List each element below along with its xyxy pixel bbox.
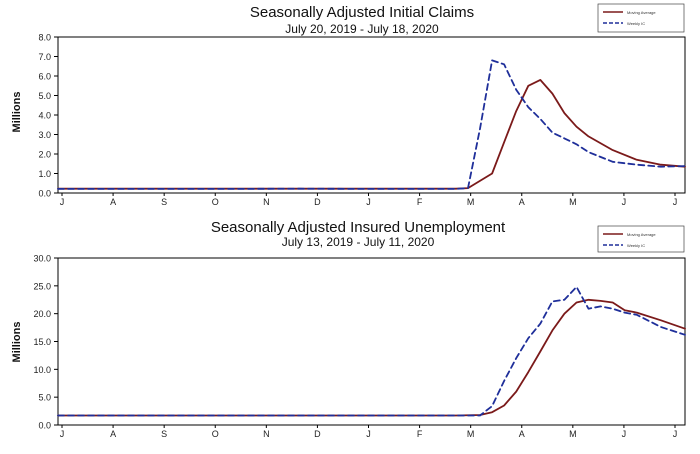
chart1-ytick-label: 8.0 [38, 33, 51, 43]
chart2-ytick-label: 10.0 [33, 365, 51, 375]
chart1-legend: Moving Average Weekly IC [597, 3, 685, 33]
chart1-ytick-label: 0.0 [38, 189, 51, 199]
chart1-series-moving-average [57, 79, 686, 190]
chart1-xtick-label: J [673, 197, 678, 207]
chart2-legend-label-ma: Moving Average [627, 232, 656, 237]
chart1-ytick-label: 6.0 [38, 72, 51, 82]
chart1-xtick-label: M [467, 197, 475, 207]
chart2-xtick-label: A [110, 429, 116, 439]
chart2-legend-label-weekly: Weekly IC [627, 243, 645, 248]
chart2-xtick-label: M [569, 429, 577, 439]
chart1-xtick-label: F [417, 197, 423, 207]
chart2-xtick-label: J [673, 429, 678, 439]
chart-initial-claims: Seasonally Adjusted Initial Claims July … [11, 3, 686, 207]
chart1-ytick-label: 7.0 [38, 52, 51, 62]
chart1-ytick-label: 1.0 [38, 169, 51, 179]
chart1-xtick-label: J [622, 197, 627, 207]
chart1-subtitle: July 20, 2019 - July 18, 2020 [285, 22, 439, 36]
chart1-plot-frame [57, 36, 686, 194]
chart1-title: Seasonally Adjusted Initial Claims [250, 4, 474, 21]
chart2-xtick-label: M [467, 429, 475, 439]
chart2-ytick-label: 5.0 [38, 393, 51, 403]
chart1-xtick-label: J [366, 197, 371, 207]
chart2-title: Seasonally Adjusted Insured Unemployment [211, 219, 506, 236]
chart2-xtick-label: O [212, 429, 219, 439]
chart2-ytick-label: 30.0 [33, 254, 51, 264]
chart2-xtick-label: J [622, 429, 627, 439]
chart2-xtick-label: N [263, 429, 270, 439]
chart1-legend-label-weekly: Weekly IC [627, 21, 645, 26]
chart1-xtick-label: O [212, 197, 219, 207]
chart1-y-ticks: 0.0 1.0 2.0 3.0 4.0 5.0 6.0 7.0 8.0 [38, 33, 58, 199]
chart2-subtitle: July 13, 2019 - July 11, 2020 [282, 235, 435, 249]
chart2-series-moving-average [57, 298, 686, 417]
chart1-xtick-label: J [60, 197, 65, 207]
chart1-ytick-label: 2.0 [38, 150, 51, 160]
chart1-xtick-label: A [519, 197, 525, 207]
chart1-series [57, 59, 686, 190]
chart2-ytick-label: 20.0 [33, 309, 51, 319]
chart-insured-unemployment: Seasonally Adjusted Insured Unemployment… [11, 219, 686, 439]
chart1-legend-box [597, 3, 685, 33]
chart2-legend: Moving Average Weekly IC [597, 225, 685, 253]
chart2-xtick-label: J [366, 429, 371, 439]
chart2-ylabel: Millions [11, 322, 23, 363]
chart2-series [57, 285, 686, 417]
chart1-ytick-label: 5.0 [38, 91, 51, 101]
chart1-xtick-label: D [314, 197, 321, 207]
chart1-xtick-label: M [569, 197, 577, 207]
chart2-ytick-label: 25.0 [33, 281, 51, 291]
chart1-xtick-label: S [161, 197, 167, 207]
chart2-ytick-label: 0.0 [38, 421, 51, 431]
chart2-y-ticks: 0.0 5.0 10.0 15.0 20.0 25.0 30.0 [33, 254, 58, 431]
chart2-plot-frame [57, 257, 686, 426]
chart2-series-weekly [57, 285, 686, 417]
chart1-legend-label-ma: Moving Average [627, 10, 656, 15]
chart2-ytick-label: 15.0 [33, 337, 51, 347]
chart2-xtick-label: J [60, 429, 65, 439]
chart1-ytick-label: 3.0 [38, 130, 51, 140]
chart1-ylabel: Millions [11, 92, 23, 133]
chart2-xtick-label: F [417, 429, 423, 439]
chart2-xtick-label: D [314, 429, 321, 439]
chart1-xtick-label: N [263, 197, 270, 207]
chart1-ytick-label: 4.0 [38, 111, 51, 121]
chart2-legend-box [597, 225, 685, 253]
chart2-xtick-label: S [161, 429, 167, 439]
chart2-xtick-label: A [519, 429, 525, 439]
chart1-xtick-label: A [110, 197, 116, 207]
chart1-series-weekly [57, 59, 686, 190]
